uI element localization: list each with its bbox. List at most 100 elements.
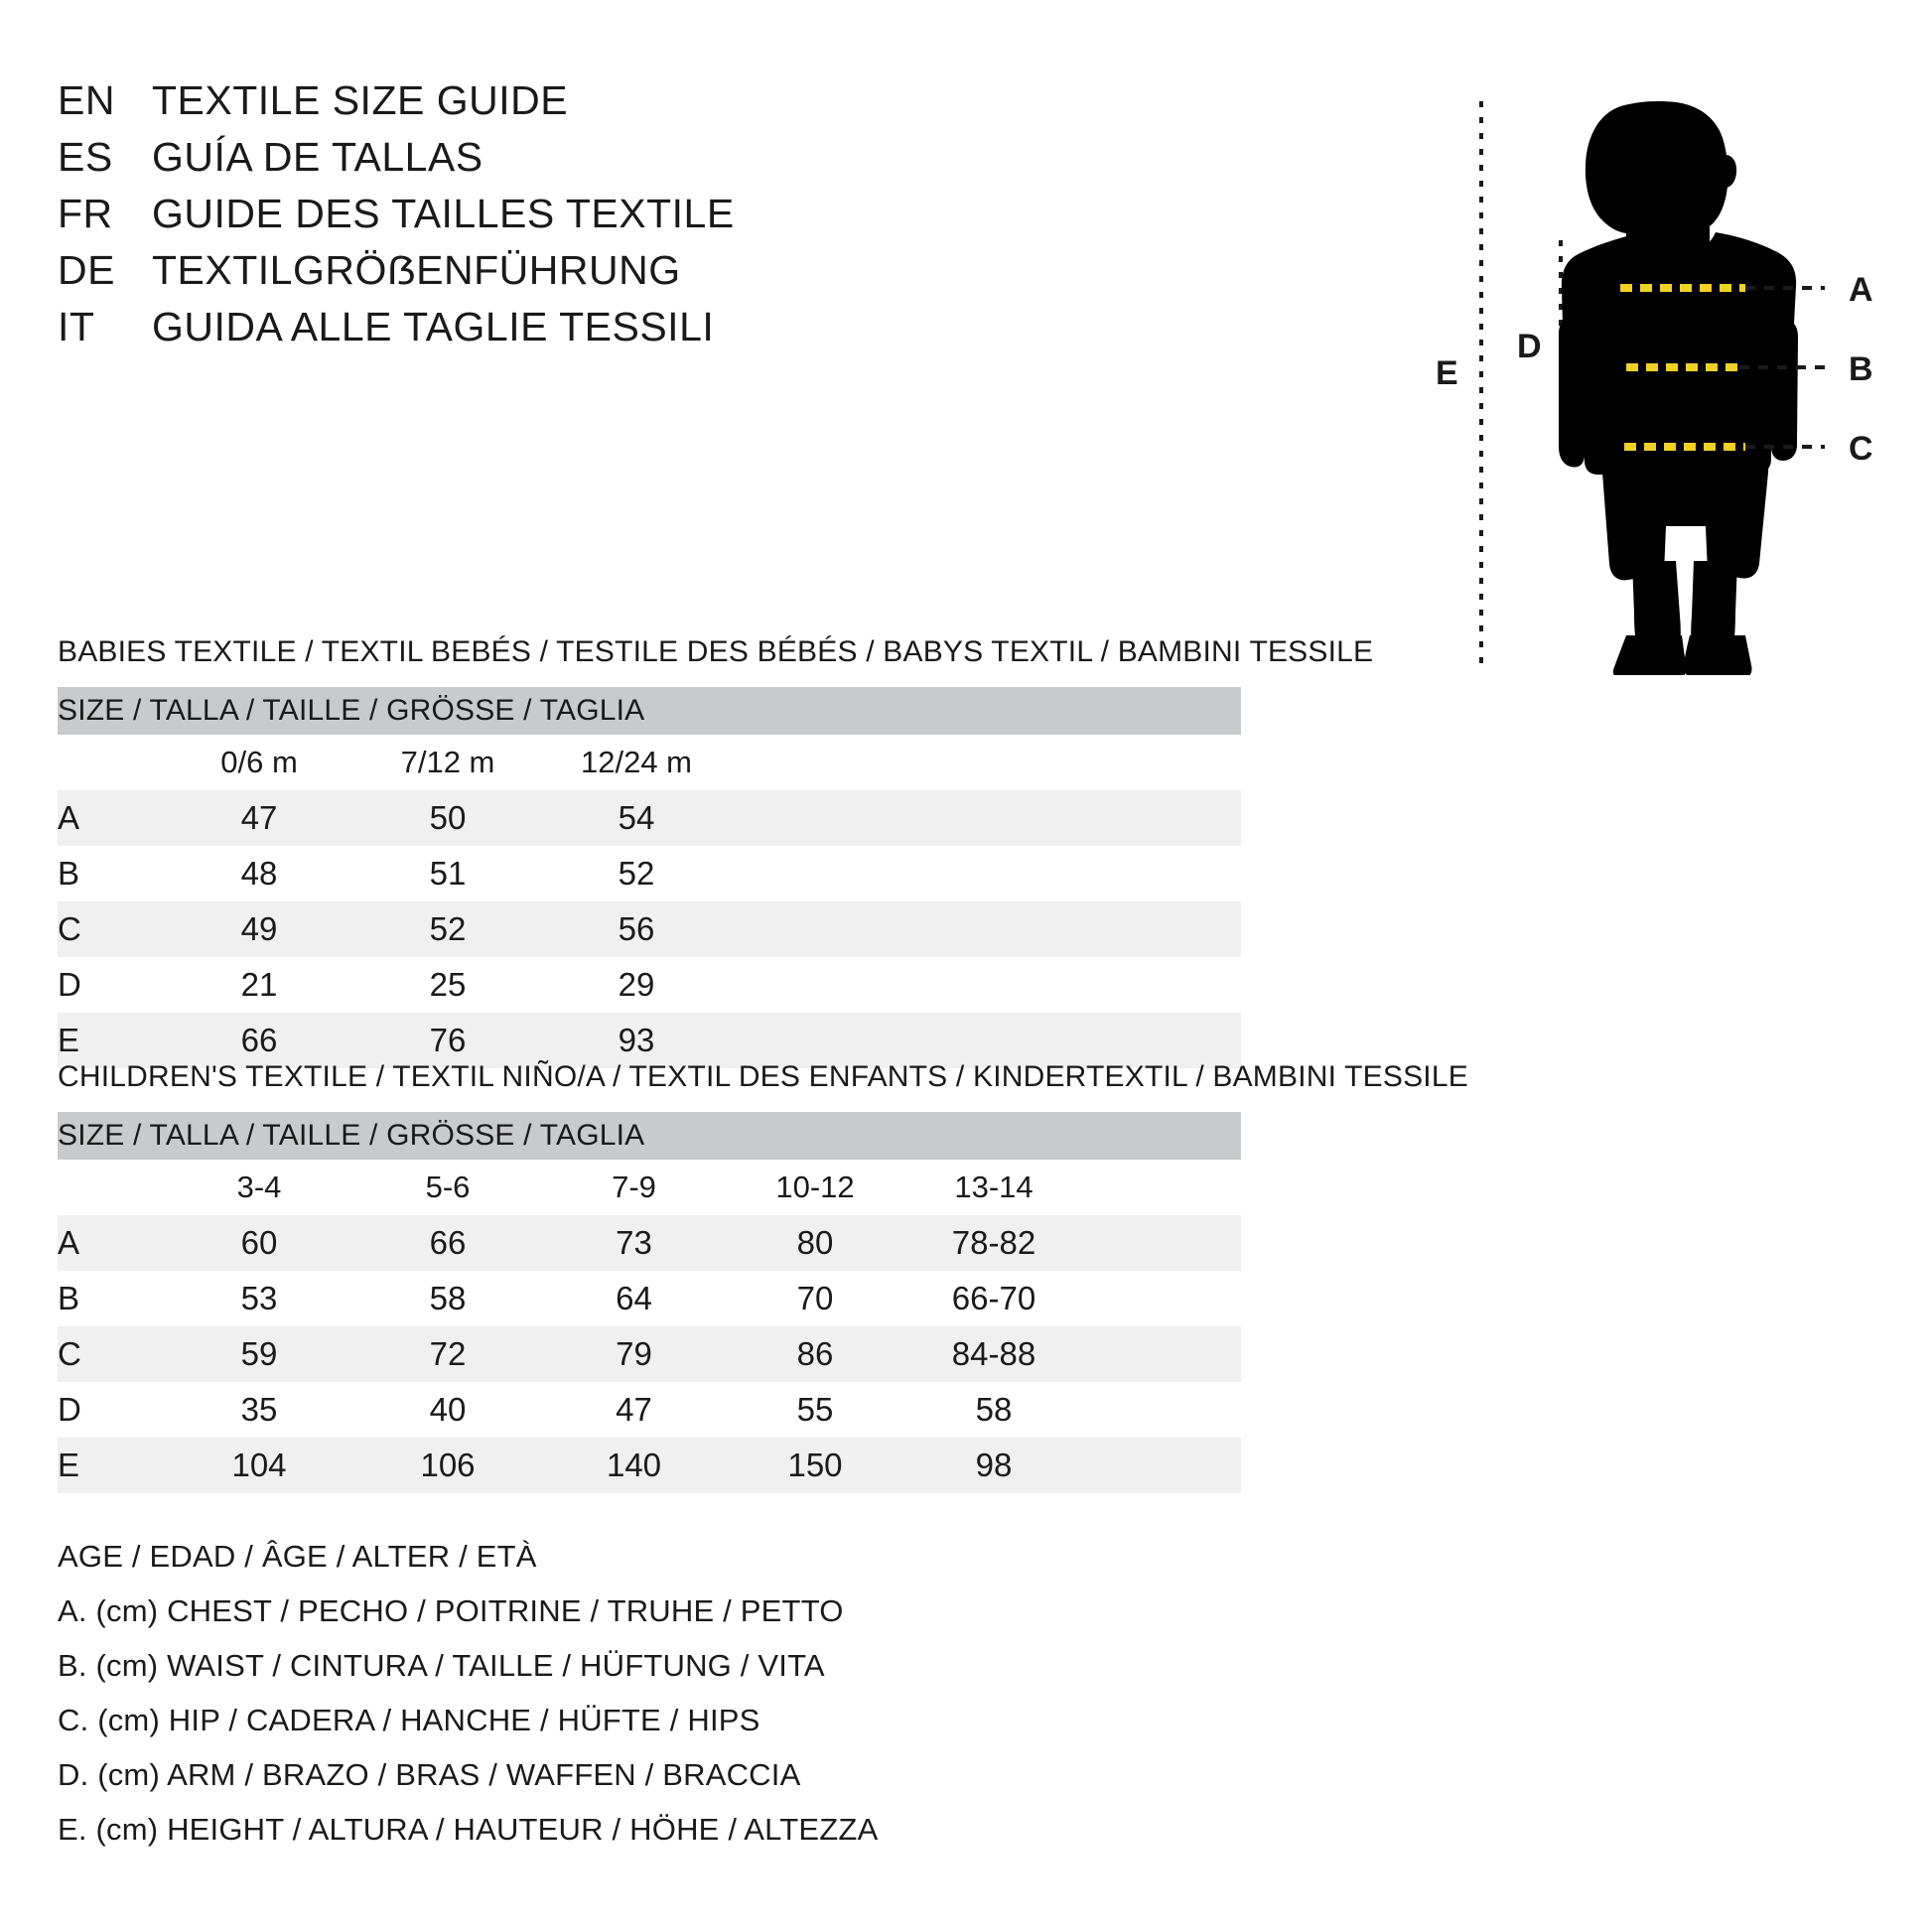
legend-line-arm: D. (cm) ARM / BRAZO / BRAS / WAFFEN / BR…: [58, 1757, 801, 1792]
children-row-label-d: D: [58, 1382, 165, 1438]
title-row-en: EN TEXTILE SIZE GUIDE: [58, 77, 1150, 134]
babies-cell-a-0: 47: [165, 790, 353, 846]
children-row-label-a: A: [58, 1215, 165, 1271]
babies-sizes-spacer: [731, 735, 1242, 790]
title-row-fr: FR GUIDE DES TAILLES TEXTILE: [58, 191, 1150, 247]
babies-size-1: 7/12 m: [353, 735, 542, 790]
babies-cell-a-1: 50: [353, 790, 542, 846]
babies-cell-a-2: 54: [542, 790, 731, 846]
children-cell-c-spacer: [1083, 1326, 1242, 1382]
measurement-legend: AGE / EDAD / ÂGE / ALTER / ETÀ A. (cm) C…: [58, 1529, 1199, 1857]
children-band-row: SIZE / TALLA / TAILLE / GRÖSSE / TAGLIA: [58, 1112, 1242, 1160]
children-cell-e-1: 106: [353, 1438, 542, 1493]
children-cell-c-0: 59: [165, 1326, 353, 1382]
legend-line-height: E. (cm) HEIGHT / ALTURA / HAUTEUR / HÖHE…: [58, 1812, 879, 1847]
babies-cell-e-2: 93: [542, 1013, 731, 1068]
children-cell-e-2: 140: [542, 1438, 726, 1493]
table-row: B 48 51 52: [58, 846, 1242, 901]
title-block: EN TEXTILE SIZE GUIDE ES GUÍA DE TALLAS …: [58, 77, 1150, 360]
children-sizes-row: 3-4 5-6 7-9 10-12 13-14: [58, 1160, 1242, 1215]
children-cell-e-3: 150: [726, 1438, 904, 1493]
children-cell-d-spacer: [1083, 1382, 1242, 1438]
children-cell-c-2: 79: [542, 1326, 726, 1382]
babies-sizes-row: 0/6 m 7/12 m 12/24 m: [58, 735, 1242, 790]
children-row-label-c: C: [58, 1326, 165, 1382]
title-text-de: TEXTILGRÖẞENFÜHRUNG: [152, 247, 681, 293]
babies-cell-c-1: 52: [353, 901, 542, 957]
table-row: D 21 25 29: [58, 957, 1242, 1013]
table-row: A 47 50 54: [58, 790, 1242, 846]
title-text-it: GUIDA ALLE TAGLIE TESSILI: [152, 304, 715, 349]
babies-cell-c-spacer: [731, 901, 1242, 957]
table-row: A 60 66 73 80 78-82: [58, 1215, 1242, 1271]
title-lang-de: DE: [58, 247, 115, 293]
legend-line-age: AGE / EDAD / ÂGE / ALTER / ETÀ: [58, 1539, 537, 1574]
babies-cell-c-0: 49: [165, 901, 353, 957]
legend-line-waist: B. (cm) WAIST / CINTURA / TAILLE / HÜFTU…: [58, 1648, 825, 1683]
table-row: B 53 58 64 70 66-70: [58, 1271, 1242, 1326]
babies-cell-b-spacer: [731, 846, 1242, 901]
children-cell-a-4: 78-82: [904, 1215, 1083, 1271]
title-lang-es: ES: [58, 134, 113, 180]
children-sizes-spacer: [1083, 1160, 1242, 1215]
title-row-de: DE TEXTILGRÖẞENFÜHRUNG: [58, 247, 1150, 304]
figure-label-a: A: [1849, 271, 1873, 309]
children-cell-a-3: 80: [726, 1215, 904, 1271]
babies-cell-d-0: 21: [165, 957, 353, 1013]
children-cell-e-0: 104: [165, 1438, 353, 1493]
babies-sizes-blank: [58, 735, 165, 790]
babies-row-label-a: A: [58, 790, 165, 846]
babies-table: SIZE / TALLA / TAILLE / GRÖSSE / TAGLIA …: [58, 687, 1242, 1068]
children-cell-b-spacer: [1083, 1271, 1242, 1326]
babies-row-label-b: B: [58, 846, 165, 901]
babies-cell-d-spacer: [731, 957, 1242, 1013]
children-heading: CHILDREN'S TEXTILE / TEXTIL NIÑO/A / TEX…: [58, 1060, 1468, 1093]
child-silhouette: [1559, 101, 1798, 675]
title-text-fr: GUIDE DES TAILLES TEXTILE: [152, 191, 735, 236]
children-cell-c-4: 84-88: [904, 1326, 1083, 1382]
title-text-en: TEXTILE SIZE GUIDE: [152, 77, 569, 123]
children-row-label-b: B: [58, 1271, 165, 1326]
children-cell-b-3: 70: [726, 1271, 904, 1326]
babies-band-row: SIZE / TALLA / TAILLE / GRÖSSE / TAGLIA: [58, 687, 1242, 735]
children-cell-d-3: 55: [726, 1382, 904, 1438]
children-sizes-blank: [58, 1160, 165, 1215]
legend-line-hip: C. (cm) HIP / CADERA / HANCHE / HÜFTE / …: [58, 1703, 760, 1737]
children-band-label: SIZE / TALLA / TAILLE / GRÖSSE / TAGLIA: [58, 1112, 1242, 1160]
title-row-it: IT GUIDA ALLE TAGLIE TESSILI: [58, 304, 1150, 360]
figure-label-e: E: [1436, 354, 1458, 392]
children-cell-a-2: 73: [542, 1215, 726, 1271]
children-cell-d-4: 58: [904, 1382, 1083, 1438]
title-row-es: ES GUÍA DE TALLAS: [58, 134, 1150, 191]
table-row: E 104 106 140 150 98: [58, 1438, 1242, 1493]
babies-size-2: 12/24 m: [542, 735, 731, 790]
title-lang-it: IT: [58, 304, 95, 349]
title-text-es: GUÍA DE TALLAS: [152, 134, 483, 180]
babies-cell-d-1: 25: [353, 957, 542, 1013]
children-size-4: 13-14: [904, 1160, 1083, 1215]
children-size-2: 7-9: [542, 1160, 726, 1215]
babies-cell-e-spacer: [731, 1013, 1242, 1068]
children-table: SIZE / TALLA / TAILLE / GRÖSSE / TAGLIA …: [58, 1112, 1242, 1493]
children-size-0: 3-4: [165, 1160, 353, 1215]
babies-section: BABIES TEXTILE / TEXTIL BEBÉS / TESTILE …: [58, 635, 1374, 1068]
children-cell-d-1: 40: [353, 1382, 542, 1438]
children-cell-a-spacer: [1083, 1215, 1242, 1271]
children-cell-e-4: 98: [904, 1438, 1083, 1493]
babies-cell-a-spacer: [731, 790, 1242, 846]
children-cell-a-0: 60: [165, 1215, 353, 1271]
figure-label-c: C: [1849, 430, 1873, 468]
table-row: E 66 76 93: [58, 1013, 1242, 1068]
children-cell-e-spacer: [1083, 1438, 1242, 1493]
children-cell-b-0: 53: [165, 1271, 353, 1326]
babies-cell-b-1: 51: [353, 846, 542, 901]
children-cell-d-0: 35: [165, 1382, 353, 1438]
babies-heading: BABIES TEXTILE / TEXTIL BEBÉS / TESTILE …: [58, 635, 1374, 668]
babies-cell-b-2: 52: [542, 846, 731, 901]
babies-cell-b-0: 48: [165, 846, 353, 901]
children-cell-d-2: 47: [542, 1382, 726, 1438]
children-cell-c-1: 72: [353, 1326, 542, 1382]
babies-size-0: 0/6 m: [165, 735, 353, 790]
title-lang-fr: FR: [58, 191, 113, 236]
children-size-3: 10-12: [726, 1160, 904, 1215]
